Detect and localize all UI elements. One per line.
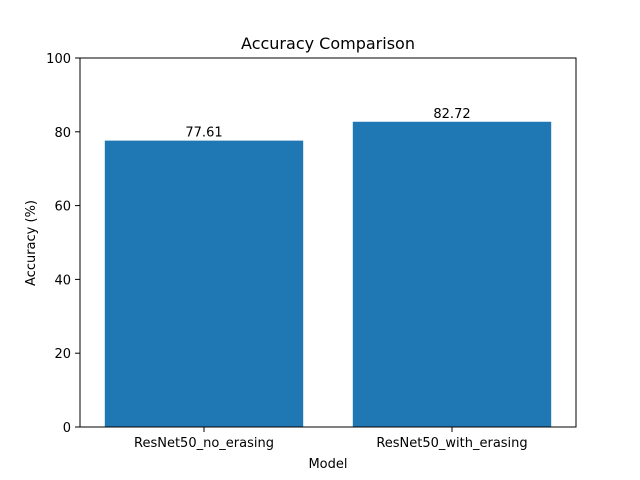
y-tick-label-3: 40 (54, 273, 71, 288)
x-axis-label: Model (308, 457, 347, 472)
y-tick-label-4: 60 (54, 200, 71, 215)
data-label-2: 82.72 (433, 107, 470, 122)
data-label-1: 77.61 (185, 126, 222, 141)
y-tick-label-5: 80 (54, 126, 71, 141)
chart-title: Accuracy Comparison (241, 34, 415, 53)
x-tick-label-1: ResNet50_no_erasing (134, 436, 274, 451)
plot-area: 77.61 ResNet50_no_erasing 82.72 ResNet50_wi… (46, 52, 577, 451)
axes-frame (79, 57, 577, 428)
y-axis-label: Accuracy (%) (24, 200, 39, 286)
y-tick-label-6: 100 (46, 52, 71, 67)
bar-1 (104, 140, 304, 428)
bar-2 (352, 121, 552, 428)
y-tick-label-1: 0 (63, 421, 71, 436)
x-tick-label-2: ResNet50_with_erasing (376, 436, 527, 451)
y-tick-label-2: 20 (54, 347, 71, 362)
